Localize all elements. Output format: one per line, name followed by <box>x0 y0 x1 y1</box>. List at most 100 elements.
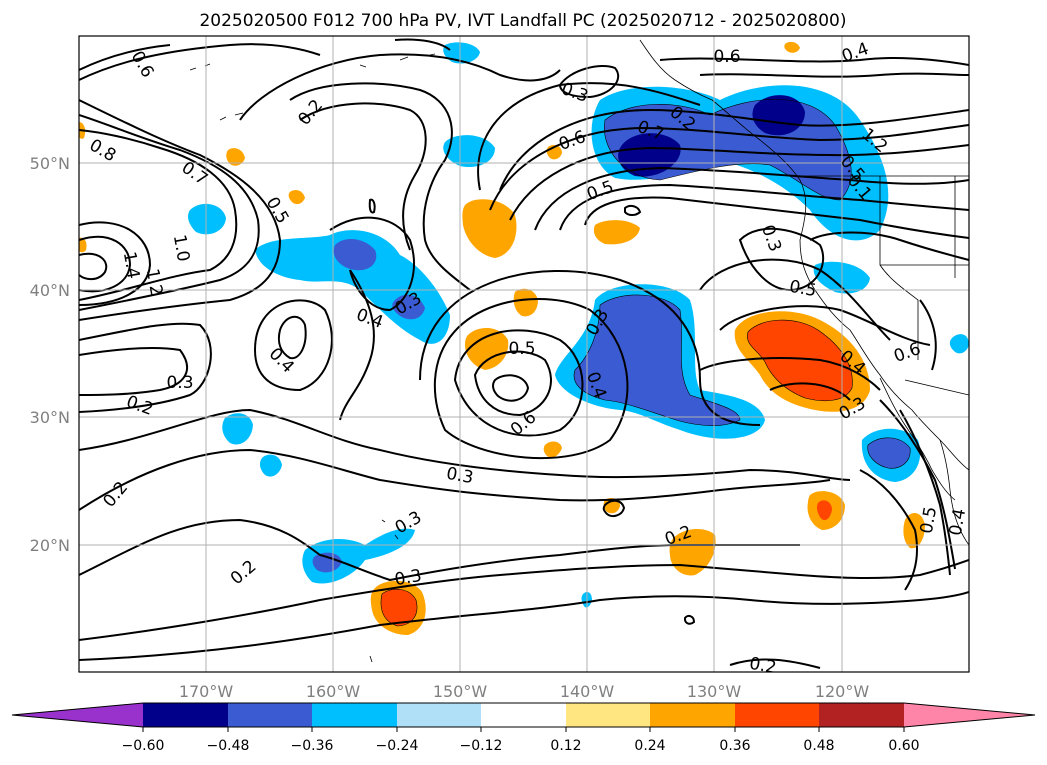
positive-anomaly-8 <box>226 148 245 166</box>
coastline-mexico <box>939 439 969 546</box>
negative-anomaly-pnw-core-1 <box>618 133 681 177</box>
negative-anomaly-sw-1-mid <box>312 552 342 573</box>
gridlines <box>79 36 969 672</box>
pv-contour <box>79 408 851 481</box>
contour-label: 0.4 <box>946 507 970 537</box>
pv-contour <box>473 350 552 417</box>
coastline-baja <box>879 377 956 501</box>
pv-contour <box>79 346 189 396</box>
positive-anomaly-13 <box>784 41 800 53</box>
colorbar-bin <box>143 703 228 727</box>
contour-label: 0.3 <box>445 464 475 488</box>
colorbar-bin <box>312 703 397 727</box>
negative-anomaly-central-mid <box>574 294 740 426</box>
contour-label: 0.3 <box>393 566 423 590</box>
pv-contour <box>419 270 761 426</box>
islands-hawaii <box>369 519 399 663</box>
lat-label-40n: 40°N <box>30 281 70 300</box>
colorbar-bin <box>819 703 904 727</box>
positive-anomaly-6-core <box>816 500 832 521</box>
pv-contour <box>499 108 969 191</box>
contour-label: 0.5 <box>917 505 941 535</box>
colorbar-bin <box>397 703 481 727</box>
contour-label: 1.2 <box>142 267 166 297</box>
pv-contour <box>738 227 825 292</box>
colorbar-tick-label: −0.36 <box>291 738 334 754</box>
lat-label-50n: 50°N <box>30 154 70 173</box>
colorbar-bin <box>735 703 819 727</box>
pv-contour <box>699 72 969 78</box>
pv-contour <box>299 102 427 251</box>
pv-contour <box>559 183 969 231</box>
colorbar-tick-label: 0.60 <box>888 738 919 754</box>
negative-anomaly-west-mid <box>333 238 377 271</box>
lon-label-120w: 120°W <box>815 682 870 701</box>
positive-anomaly-1 <box>462 199 517 258</box>
anomaly-outline <box>867 437 911 469</box>
pv-contour <box>277 315 307 360</box>
pv-contour <box>79 559 969 641</box>
negative-anomaly-sw-2 <box>222 413 253 445</box>
pv-contour <box>239 53 561 121</box>
pv-contour <box>729 658 821 669</box>
pv-contour <box>79 44 171 71</box>
negative-anomaly-nw-2 <box>443 135 495 168</box>
pv-contour <box>684 614 696 625</box>
coastline-north-america <box>639 39 969 471</box>
pv-contour <box>769 382 851 401</box>
map-panel: 0.6 0.40.60.30.20.80.70.51.01.41.20.6 0.70… <box>30 35 970 701</box>
negative-anomaly-nw-1 <box>188 203 226 235</box>
pv-contour-layer <box>79 38 969 669</box>
pv-contour <box>289 82 471 291</box>
pv-contour <box>453 329 584 437</box>
positive-anomaly-2 <box>465 328 509 370</box>
pv-contour <box>809 231 969 261</box>
contour-label: 0.6 <box>713 47 740 67</box>
pv-contour <box>509 144 969 221</box>
negative-anomaly-sw-3 <box>259 454 282 477</box>
latitude-labels: 50°N 40°N 30°N 20°N <box>30 154 70 555</box>
pv-contour <box>534 166 969 231</box>
colorbar-tick-label: −0.60 <box>122 738 165 754</box>
pv-contour <box>339 269 375 421</box>
contour-label: 1.4 <box>119 250 143 280</box>
border-us-mexico <box>904 379 969 396</box>
colorbar-tick-label: −0.24 <box>376 738 419 754</box>
positive-anomaly-3 <box>513 288 538 317</box>
lon-label-150w: 150°W <box>433 682 488 701</box>
colorbar-tick-label: −0.12 <box>460 738 503 754</box>
pv-contour <box>253 299 333 392</box>
colorbar-tick-label: 0.48 <box>803 738 834 754</box>
colorbar-extend-low <box>12 703 143 727</box>
map-frame <box>78 35 970 673</box>
anomaly-outline <box>380 588 418 627</box>
colorbar-bin <box>228 703 312 727</box>
positive-anomaly-9 <box>288 190 305 205</box>
lat-label-20n: 20°N <box>30 536 70 555</box>
lon-label-170w: 170°W <box>179 682 234 701</box>
colorbar-bin <box>481 703 566 727</box>
pv-contour <box>433 298 629 460</box>
colorbar-extend-high <box>904 703 1035 727</box>
colorbar-bin <box>650 703 735 727</box>
positive-anomaly-5 <box>669 528 716 576</box>
pv-contour <box>79 252 108 281</box>
pv-contour <box>79 322 212 413</box>
colorbar-tick-label: 0.24 <box>634 738 665 754</box>
pv-contour <box>919 299 937 371</box>
contour-label: 0.5 <box>788 277 818 301</box>
anomaly-outline-layer <box>380 99 911 627</box>
pv-contour <box>79 591 969 661</box>
pv-contour <box>79 129 238 301</box>
positive-anomaly-ca-core <box>747 320 853 401</box>
contour-label: 0.2 <box>748 654 778 678</box>
contour-label: 0.5 <box>508 339 535 359</box>
contour-label: 1.0 <box>169 233 193 263</box>
colorbar-tick-label: 0.12 <box>550 738 581 754</box>
pv-contour <box>859 469 918 591</box>
positive-anomaly-11 <box>543 441 562 458</box>
pv-contour <box>79 114 260 311</box>
pv-contour <box>79 221 152 306</box>
negative-anomaly-se <box>949 334 969 354</box>
